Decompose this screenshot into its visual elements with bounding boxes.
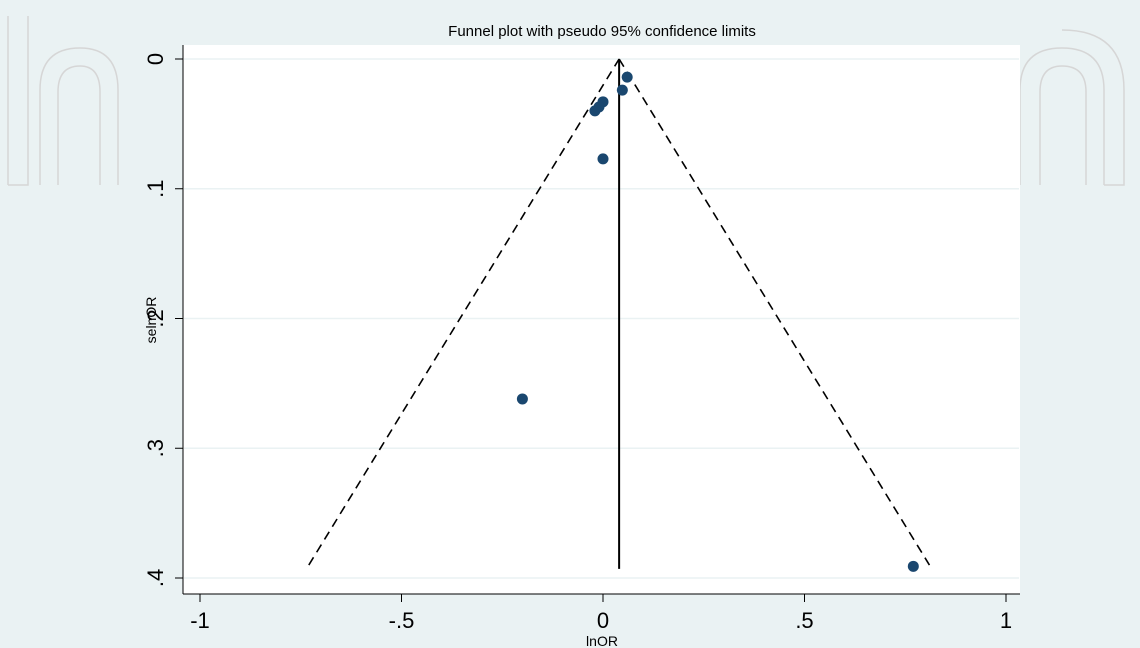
watermark-logo <box>7 16 1125 186</box>
x-tick-label-4: 1 <box>1000 608 1012 633</box>
y-tick-label-3: .3 <box>143 439 168 457</box>
lower-confidence-limit <box>308 58 620 566</box>
data-point-7 <box>907 560 919 572</box>
confidence-limits <box>308 58 931 566</box>
x-tick-label-3: .5 <box>795 608 813 633</box>
chart-title: Funnel plot with pseudo 95% confidence l… <box>448 23 756 40</box>
data-point-0 <box>621 71 633 83</box>
upper-confidence-limit <box>618 58 931 566</box>
y-axis-label: selnOR <box>143 297 159 344</box>
y-tick-label-4: .4 <box>143 569 168 587</box>
x-tick-label-0: -1 <box>190 608 210 633</box>
y-tick-label-0: 0 <box>143 53 168 65</box>
y-tick-label-2: .2 <box>143 309 168 327</box>
gridlines <box>184 58 1019 579</box>
data-points <box>516 71 919 572</box>
x-axis-label: lnOR <box>586 633 618 648</box>
y-tick-label-1: .1 <box>143 180 168 198</box>
data-point-1 <box>616 84 628 96</box>
data-point-5 <box>597 153 609 165</box>
axes <box>175 45 1020 602</box>
plot-area <box>183 45 1020 594</box>
x-tick-label-1: -.5 <box>389 608 415 633</box>
tick-labels: 0 .1 .2 .3 .4 -1 -.5 0 .5 1 <box>143 53 1012 633</box>
data-point-4 <box>589 105 601 117</box>
data-point-6 <box>516 393 528 405</box>
x-tick-label-2: 0 <box>597 608 609 633</box>
